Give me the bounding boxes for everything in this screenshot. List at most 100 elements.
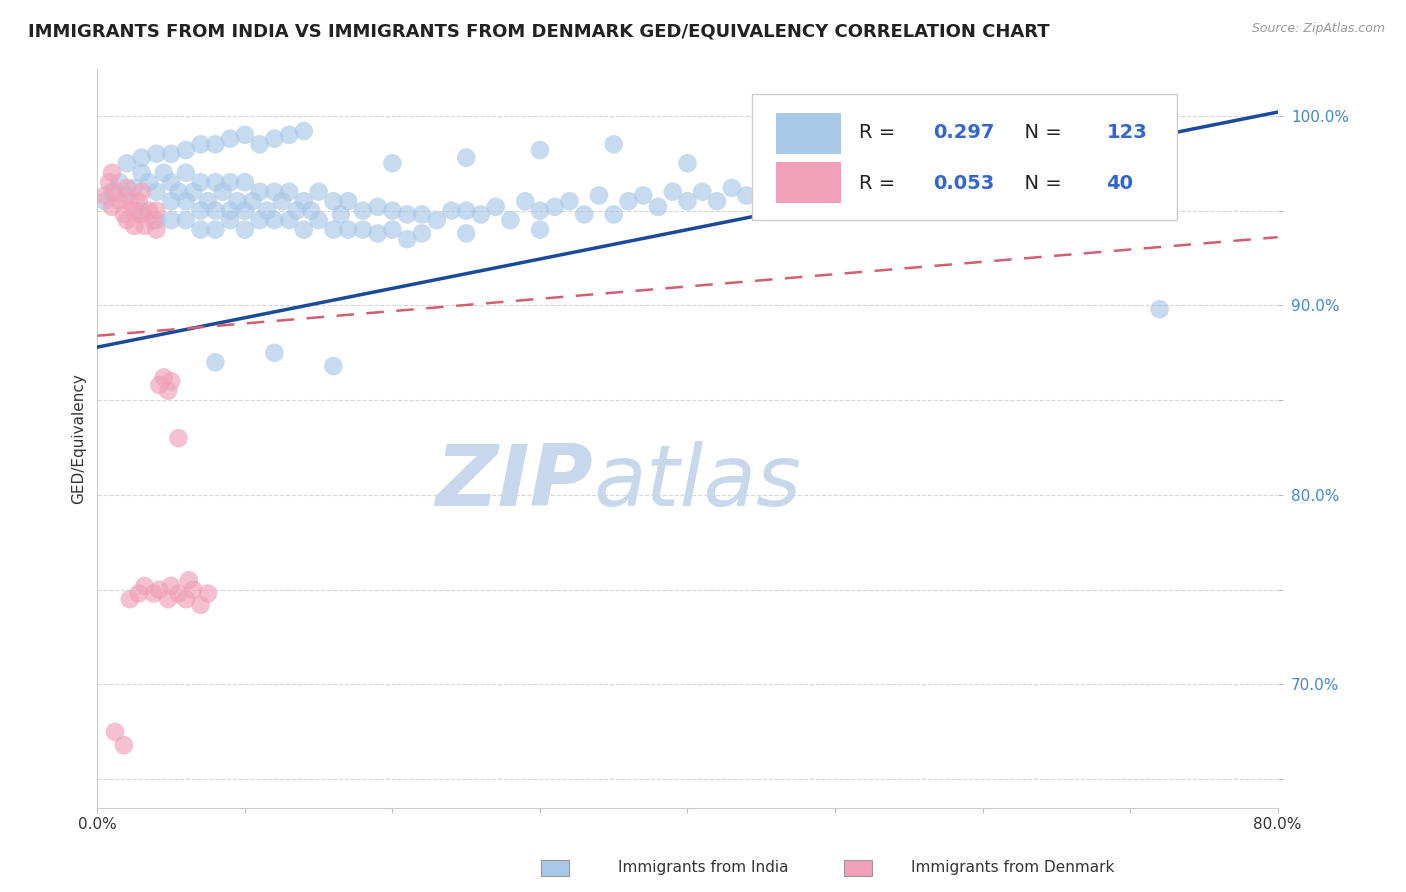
Point xyxy=(1001,156,1024,170)
Point xyxy=(160,374,183,388)
Point xyxy=(115,188,138,202)
Point xyxy=(661,185,683,199)
Point xyxy=(115,156,138,170)
Point xyxy=(270,194,292,209)
Point xyxy=(631,188,654,202)
Point xyxy=(142,213,165,227)
Text: R =: R = xyxy=(859,123,901,143)
Point xyxy=(104,724,127,739)
Point xyxy=(101,166,124,180)
Point xyxy=(263,185,285,199)
Point xyxy=(160,194,183,209)
Point xyxy=(603,137,626,152)
Point xyxy=(249,137,271,152)
Point xyxy=(352,222,374,236)
Point xyxy=(204,175,226,189)
Point xyxy=(588,188,610,202)
Point xyxy=(101,185,124,199)
Point xyxy=(411,227,433,241)
Point xyxy=(292,194,315,209)
Text: 0.297: 0.297 xyxy=(934,123,994,143)
Point xyxy=(204,222,226,236)
Point xyxy=(131,203,153,218)
Point xyxy=(558,194,581,209)
Point xyxy=(160,175,183,189)
Point xyxy=(240,194,263,209)
Point xyxy=(515,194,537,209)
Point xyxy=(174,166,197,180)
Point xyxy=(263,131,285,145)
Bar xyxy=(776,162,841,203)
Point xyxy=(426,213,449,227)
Point xyxy=(93,194,115,209)
Point xyxy=(456,151,478,165)
Point xyxy=(544,200,567,214)
Point xyxy=(190,203,212,218)
Point xyxy=(174,194,197,209)
Point xyxy=(765,181,787,195)
Point xyxy=(152,166,174,180)
Point xyxy=(145,203,167,218)
Point xyxy=(308,185,330,199)
Point xyxy=(256,203,278,218)
Point xyxy=(112,207,135,221)
Point xyxy=(676,194,699,209)
Point xyxy=(122,181,145,195)
Text: 40: 40 xyxy=(1107,174,1133,193)
Point xyxy=(972,161,994,176)
Point xyxy=(204,355,226,369)
Point xyxy=(157,384,180,398)
Point xyxy=(233,222,256,236)
Point xyxy=(396,207,419,221)
Point xyxy=(157,592,180,607)
Point xyxy=(131,185,153,199)
Point xyxy=(299,203,322,218)
Point xyxy=(263,346,285,360)
Point xyxy=(381,203,404,218)
Point xyxy=(138,175,160,189)
Text: N =: N = xyxy=(1012,174,1069,193)
Point xyxy=(285,203,308,218)
Text: atlas: atlas xyxy=(593,441,801,524)
Point xyxy=(131,207,153,221)
Point xyxy=(142,586,165,600)
Point xyxy=(145,222,167,236)
Point xyxy=(676,156,699,170)
Point xyxy=(118,592,141,607)
Point xyxy=(381,156,404,170)
Point xyxy=(322,222,344,236)
Point xyxy=(131,166,153,180)
Point xyxy=(912,169,935,184)
Point xyxy=(226,194,249,209)
Point xyxy=(181,185,204,199)
Text: ZIP: ZIP xyxy=(436,441,593,524)
Point xyxy=(122,219,145,233)
Point xyxy=(824,175,846,189)
Point xyxy=(98,175,121,189)
Point xyxy=(278,185,301,199)
Point xyxy=(853,169,876,184)
Point xyxy=(145,213,167,227)
Point xyxy=(167,431,190,445)
Point xyxy=(308,213,330,227)
Point xyxy=(292,124,315,138)
Point xyxy=(779,175,801,189)
Point xyxy=(322,194,344,209)
Point xyxy=(204,203,226,218)
Point xyxy=(690,185,713,199)
Text: IMMIGRANTS FROM INDIA VS IMMIGRANTS FROM DENMARK GED/EQUIVALENCY CORRELATION CHA: IMMIGRANTS FROM INDIA VS IMMIGRANTS FROM… xyxy=(28,22,1050,40)
Point xyxy=(233,203,256,218)
Point xyxy=(160,213,183,227)
Point xyxy=(104,185,127,199)
Point xyxy=(396,232,419,246)
Point xyxy=(190,137,212,152)
Point xyxy=(160,579,183,593)
Point xyxy=(337,222,360,236)
Y-axis label: GED/Equivalency: GED/Equivalency xyxy=(72,373,86,504)
Point xyxy=(128,586,150,600)
Point xyxy=(381,222,404,236)
Point xyxy=(249,185,271,199)
Point xyxy=(735,188,758,202)
Point xyxy=(174,143,197,157)
Point xyxy=(145,185,167,199)
